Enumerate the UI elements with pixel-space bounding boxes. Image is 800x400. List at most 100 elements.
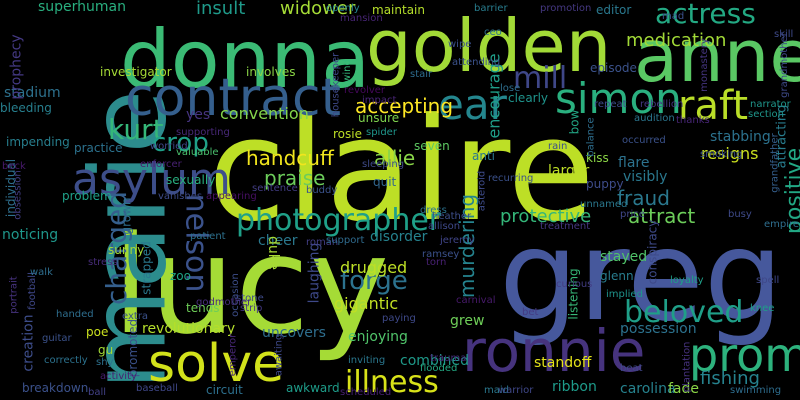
word-enforcer: enforcer bbox=[140, 159, 182, 170]
word-loyalty: loyalty bbox=[670, 275, 704, 286]
word-rebellion: rebellion bbox=[640, 99, 684, 110]
word-smoking: smoking bbox=[700, 149, 743, 160]
word-anti: anti bbox=[472, 149, 495, 163]
word-kiss: kiss bbox=[586, 151, 609, 165]
word-sunny: sunny bbox=[108, 243, 145, 257]
word-simon: simon bbox=[555, 74, 682, 123]
word-lucy: lucy bbox=[112, 207, 390, 364]
word-roman: roman bbox=[306, 237, 339, 248]
word-insult: insult bbox=[196, 0, 246, 19]
word-attract: attract bbox=[628, 204, 696, 228]
word-beck: beck bbox=[2, 161, 26, 172]
word-practice: practice bbox=[74, 141, 123, 155]
word-laughing: laughing bbox=[306, 242, 323, 304]
word-praise: praise bbox=[264, 166, 326, 190]
word-noticing: noticing bbox=[2, 227, 59, 243]
word-spider: spider bbox=[366, 127, 397, 138]
word-illness: illness bbox=[345, 365, 439, 400]
word-disorder: disorder bbox=[370, 229, 428, 245]
word-treatment: treatment bbox=[540, 221, 591, 232]
word-worried: worried bbox=[150, 141, 188, 152]
word-drugged: drugged bbox=[340, 258, 408, 277]
word-handed: handed bbox=[56, 309, 94, 320]
word-beat: beat bbox=[620, 363, 643, 374]
word-kurt: kurt bbox=[108, 113, 164, 146]
word-allie: allie bbox=[374, 146, 416, 170]
word-promoted: promoted bbox=[126, 318, 141, 378]
word-section: section bbox=[748, 109, 785, 120]
word-quit: quit bbox=[373, 175, 397, 189]
word-actress: actress bbox=[655, 0, 756, 30]
word-visibly: visibly bbox=[623, 169, 668, 185]
word-implied: implied bbox=[606, 289, 643, 300]
word-sentence: sentence bbox=[252, 183, 298, 194]
word-busy: busy bbox=[728, 209, 752, 220]
word-rosie: rosie bbox=[333, 127, 362, 141]
word-stabbing: stabbing bbox=[710, 129, 771, 145]
word-awaiting: awaiting bbox=[273, 333, 285, 377]
word-ribbon: ribbon bbox=[552, 379, 597, 395]
word-episode: episode bbox=[590, 61, 637, 75]
word-anne: anne bbox=[634, 14, 800, 98]
word-tends: tends bbox=[186, 301, 220, 315]
word-trauma: trauma bbox=[430, 353, 467, 364]
word-skill: skill bbox=[774, 29, 794, 40]
word-contract: contract bbox=[125, 68, 341, 128]
word-breakdown: breakdown bbox=[22, 381, 89, 395]
word-ronnie: ronnie bbox=[462, 317, 646, 385]
word-murdering: murdering bbox=[455, 193, 480, 299]
word-torn: torn bbox=[426, 257, 447, 268]
word-fraud: fraud bbox=[617, 186, 670, 210]
word-gigantic: gigantic bbox=[334, 294, 399, 313]
word-grew: grew bbox=[450, 313, 485, 329]
word-empire: empire bbox=[764, 219, 800, 230]
word-seven: seven bbox=[414, 139, 450, 153]
word-buddy: buddy bbox=[306, 185, 338, 196]
word-inviting: inviting bbox=[348, 355, 386, 366]
word-editor: editor bbox=[596, 3, 632, 17]
word-donna: donna bbox=[120, 13, 371, 106]
word-mad: mad bbox=[662, 11, 685, 22]
word-bleeding: bleeding bbox=[0, 101, 52, 115]
word-clearly: clearly bbox=[508, 91, 549, 105]
word-lose: lose bbox=[500, 83, 521, 94]
word-stone: stone bbox=[236, 293, 264, 304]
word-spell: spell bbox=[756, 275, 780, 286]
word-paying: paying bbox=[382, 313, 416, 324]
word-recurring: recurring bbox=[488, 173, 534, 184]
word-asteroid: asteroid bbox=[476, 170, 488, 212]
word-warrior: warrior bbox=[498, 385, 534, 396]
word-greg: greg bbox=[499, 204, 784, 349]
word-thanks: thanks bbox=[676, 115, 710, 126]
word-mansion: mansion bbox=[340, 13, 383, 24]
word-godmother: godmother bbox=[196, 297, 252, 308]
word-impact: impact bbox=[362, 95, 397, 106]
word-flare: flare bbox=[618, 155, 650, 171]
word-enjoying: enjoying bbox=[348, 329, 408, 345]
word-beloved: beloved bbox=[624, 295, 744, 330]
word-glenn: glenn bbox=[600, 269, 634, 283]
word-cheer: cheer bbox=[258, 233, 298, 249]
word-balance: balance bbox=[585, 117, 597, 157]
word-stadium: stadium bbox=[4, 85, 61, 101]
word-investigator: investigator bbox=[100, 65, 172, 79]
word-occurred: occurred bbox=[622, 135, 666, 146]
word-revolver: revolver bbox=[344, 85, 386, 96]
word-widower: widower bbox=[280, 0, 356, 19]
word-barrier: barrier bbox=[474, 3, 508, 14]
word-emperor: emperor bbox=[227, 333, 239, 377]
word-yes: yes bbox=[186, 107, 211, 123]
word-patient: patient bbox=[190, 231, 226, 242]
word-curious: curious bbox=[556, 279, 593, 290]
word-bow: bow bbox=[567, 109, 582, 135]
word-correctly: correctly bbox=[44, 355, 88, 366]
word-combined: combined bbox=[400, 353, 470, 369]
word-conspiracy: conspiracy bbox=[645, 219, 660, 285]
word-carolina: carolina bbox=[620, 381, 676, 397]
word-appearing: appearing bbox=[206, 191, 257, 202]
word-asylum: asylum bbox=[72, 154, 231, 205]
word-promotion: promotion bbox=[540, 3, 592, 14]
word-sleeping: sleeping bbox=[362, 159, 405, 170]
word-puppy: puppy bbox=[586, 177, 624, 191]
word-problem: problem bbox=[62, 189, 112, 203]
